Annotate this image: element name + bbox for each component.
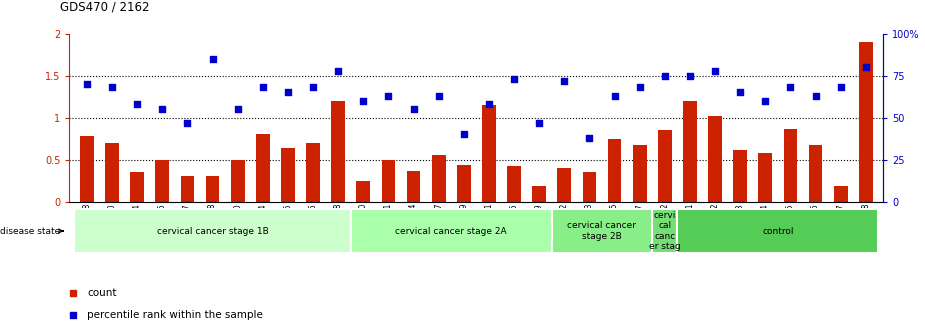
Bar <box>381 160 395 202</box>
Bar <box>583 172 597 202</box>
Point <box>255 85 270 90</box>
Bar <box>783 128 797 202</box>
Bar <box>808 145 822 202</box>
Point <box>205 56 220 61</box>
Point <box>733 90 747 95</box>
Bar <box>507 166 521 202</box>
Point <box>633 85 648 90</box>
Bar <box>608 138 622 202</box>
Bar <box>457 166 471 202</box>
Point <box>557 78 572 83</box>
Text: disease state: disease state <box>0 226 63 236</box>
Bar <box>155 160 169 202</box>
Bar <box>551 209 652 253</box>
Point <box>406 107 421 112</box>
Point <box>582 135 597 140</box>
Text: cervical cancer stage 2A: cervical cancer stage 2A <box>396 226 507 236</box>
Point <box>532 120 547 125</box>
Bar <box>105 143 119 202</box>
Point <box>683 73 697 78</box>
Text: percentile rank within the sample: percentile rank within the sample <box>87 310 263 320</box>
Point <box>456 132 471 137</box>
Point <box>808 93 823 98</box>
Point <box>658 73 672 78</box>
Text: GDS470 / 2162: GDS470 / 2162 <box>60 0 150 13</box>
Bar <box>351 209 551 253</box>
Text: control: control <box>762 226 794 236</box>
Text: cervical cancer
stage 2B: cervical cancer stage 2B <box>568 221 636 241</box>
Point <box>130 101 144 107</box>
Bar <box>205 175 219 202</box>
Bar <box>833 186 847 202</box>
Bar <box>130 172 144 202</box>
Bar <box>432 155 446 202</box>
Point <box>105 85 119 90</box>
Point <box>783 85 798 90</box>
Bar <box>532 186 546 202</box>
Point <box>280 90 295 95</box>
Bar <box>558 168 572 202</box>
Bar <box>180 175 194 202</box>
Point <box>858 65 873 70</box>
Text: count: count <box>87 288 117 298</box>
Bar <box>758 153 772 202</box>
Bar <box>482 105 496 202</box>
Point <box>230 107 245 112</box>
Point <box>331 68 346 73</box>
Bar <box>652 209 677 253</box>
Bar <box>231 160 244 202</box>
Bar <box>709 116 722 202</box>
Point <box>607 93 622 98</box>
Bar <box>281 148 295 202</box>
Bar <box>306 143 320 202</box>
Bar <box>331 101 345 202</box>
Bar <box>677 209 879 253</box>
Point <box>708 68 722 73</box>
Bar <box>633 145 647 202</box>
Point <box>431 93 446 98</box>
Bar <box>734 151 747 202</box>
Text: cervi
cal
canc
er stag: cervi cal canc er stag <box>649 211 681 251</box>
Point <box>381 93 396 98</box>
Point <box>154 107 169 112</box>
Bar <box>80 136 93 202</box>
Text: cervical cancer stage 1B: cervical cancer stage 1B <box>156 226 268 236</box>
Bar <box>859 42 872 202</box>
Point <box>80 81 94 87</box>
Point <box>180 120 195 125</box>
Bar <box>407 170 421 202</box>
Point <box>305 85 320 90</box>
Point <box>833 85 848 90</box>
Bar <box>658 130 672 202</box>
Point <box>507 76 522 82</box>
Point <box>356 98 371 103</box>
Point <box>482 101 497 107</box>
Bar <box>356 181 370 202</box>
Bar <box>683 101 697 202</box>
Bar <box>74 209 351 253</box>
Point <box>758 98 772 103</box>
Bar <box>256 134 270 202</box>
